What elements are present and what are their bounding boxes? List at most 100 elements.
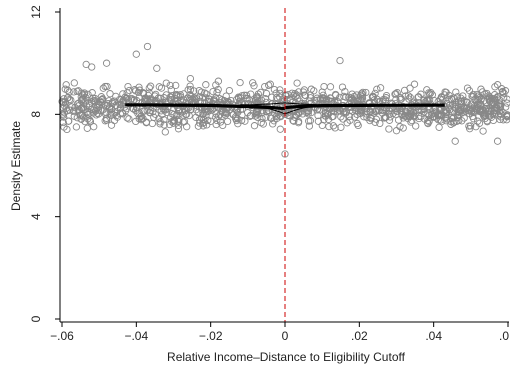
scatter-point [331, 90, 340, 99]
scatter-point [436, 116, 444, 124]
scatter-point [451, 137, 459, 145]
scatter-point [276, 125, 284, 133]
scatter-point [257, 119, 265, 127]
scatter-point [371, 118, 379, 126]
scatter-point [305, 122, 314, 130]
scatter-point [106, 90, 114, 98]
scatter-point [459, 92, 467, 100]
scatter-point [475, 119, 484, 127]
scatter-point [370, 109, 378, 117]
scatter-point [396, 95, 404, 104]
scatter-point [463, 98, 471, 106]
scatter-point [435, 123, 443, 131]
scatter-point [281, 150, 289, 158]
scatter-point [447, 120, 455, 128]
scatter-point [125, 115, 133, 123]
scatter-point [373, 85, 381, 93]
scatter-point [245, 96, 254, 104]
scatter-point [404, 92, 413, 100]
scatter-point [123, 114, 131, 122]
scatter-point [106, 104, 114, 112]
scatter-point [94, 106, 103, 114]
scatter-point [74, 87, 83, 95]
scatter-point [192, 113, 200, 122]
scatter-point [407, 118, 415, 126]
scatter-point [301, 91, 310, 100]
scatter-point [86, 118, 94, 126]
scatter-point [276, 112, 284, 120]
scatter-point [291, 89, 299, 98]
scatter-point [489, 108, 498, 116]
scatter-point [385, 125, 393, 133]
scatter-point [176, 91, 185, 99]
scatter-point [452, 88, 460, 96]
scatter-point [95, 100, 104, 109]
scatter-point [343, 119, 351, 127]
scatter-point [118, 109, 126, 117]
y-tick-label: 12 [29, 5, 43, 19]
scatter-point [459, 104, 468, 112]
scatter-point [442, 108, 450, 117]
x-tick-label: .02 [351, 329, 368, 343]
scatter-point [376, 84, 385, 92]
scatter-point [132, 50, 140, 58]
scatter-point [127, 95, 135, 104]
scatter-point [155, 115, 163, 123]
scatter-point [90, 123, 98, 131]
y-tick-label: 0 [29, 315, 43, 322]
scatter-point [241, 117, 249, 125]
scatter-point [282, 92, 290, 100]
scatter-point [463, 103, 471, 111]
scatter-point [62, 104, 70, 112]
scatter-point [391, 90, 399, 98]
scatter-point [473, 105, 481, 113]
scatter-point [161, 128, 169, 136]
scatter-point [202, 108, 210, 116]
scatter-point [425, 117, 433, 126]
scatter-point [211, 94, 220, 102]
scatter-point [236, 93, 245, 102]
x-tick-label: −.04 [124, 329, 148, 343]
scatter-point [77, 93, 85, 101]
scatter-point [167, 113, 175, 121]
scatter-point [498, 88, 507, 96]
scatter-point [431, 109, 439, 117]
scatter-point [351, 106, 360, 114]
x-tick-label: .0 [499, 329, 509, 343]
scatter-point [87, 98, 96, 106]
scatter-point [409, 109, 418, 117]
scatter-point [469, 90, 477, 99]
scatter-point [429, 113, 437, 121]
scatter-point [420, 108, 428, 116]
scatter-point [491, 91, 499, 99]
scatter-point [399, 124, 407, 132]
scatter-point [89, 97, 97, 105]
scatter-point [186, 82, 194, 90]
scatter-point [201, 89, 209, 97]
scatter-point [320, 116, 328, 124]
scatter-point [174, 106, 183, 115]
scatter-point [503, 99, 510, 107]
scatter-point [246, 112, 254, 120]
scatter-point [145, 84, 153, 92]
scatter-point [293, 79, 301, 87]
scatter-point [107, 121, 116, 129]
scatter-point [493, 137, 502, 145]
scatter-point [354, 121, 362, 130]
scatter-point [202, 94, 210, 102]
scatter-point [410, 80, 419, 88]
scatter-point [304, 107, 313, 115]
scatter-point [200, 115, 208, 123]
scatter-point [207, 117, 215, 125]
scatter-point [62, 100, 70, 108]
scatter-point [259, 120, 267, 128]
scatter-point [99, 95, 107, 103]
scatter-point [214, 85, 222, 94]
scatter-point [112, 101, 120, 110]
scatter-point [160, 116, 168, 124]
scatter-point [183, 123, 191, 131]
scatter-point [427, 89, 435, 97]
scatter-point [82, 98, 90, 106]
scatter-point [469, 93, 477, 101]
